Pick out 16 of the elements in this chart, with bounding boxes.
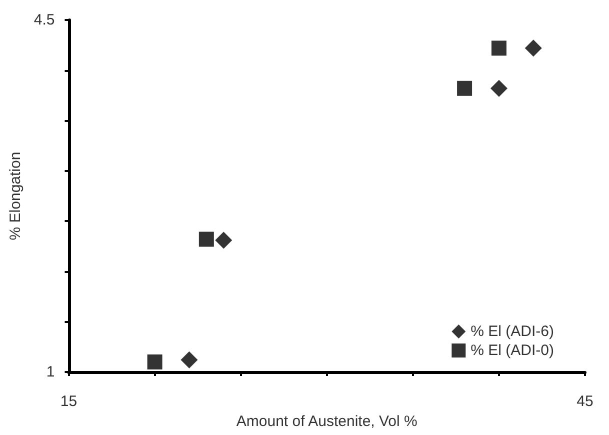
point <box>180 351 198 368</box>
point <box>215 232 232 249</box>
y-axis-title: % Elongation <box>7 152 24 240</box>
x-tick-label: 15 <box>60 393 78 410</box>
point <box>147 354 162 370</box>
x-tick-label: 45 <box>576 393 594 410</box>
point <box>457 80 472 96</box>
legend-label: % El (ADI-0) <box>470 342 554 359</box>
y-tick-label: 4.5 <box>34 12 55 28</box>
point <box>491 40 506 56</box>
y-tick-label: 1 <box>46 364 55 380</box>
point <box>490 80 508 97</box>
legend-label: % El (ADI-6) <box>470 323 554 340</box>
x-axis-title: Amount of Austenite, Vol % <box>236 412 418 430</box>
point <box>524 40 542 57</box>
point <box>198 232 214 247</box>
